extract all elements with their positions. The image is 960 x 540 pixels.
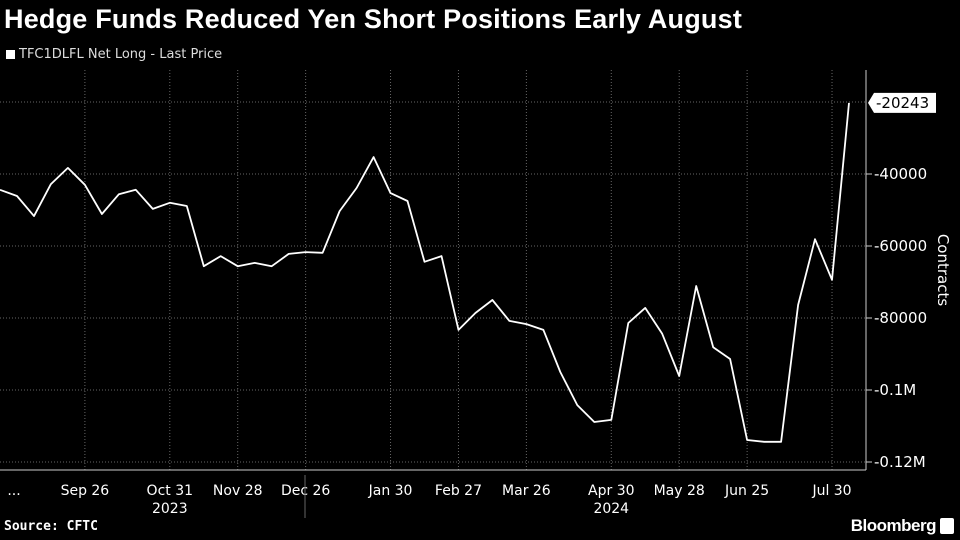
- x-tick-label: May 28: [654, 483, 705, 499]
- y-tick-label: -80000: [874, 309, 927, 327]
- x-tick-label: Feb 27: [435, 483, 482, 499]
- x-tick-label: ...: [7, 483, 20, 499]
- legend: TFC1DLFL Net Long - Last Price: [6, 47, 222, 62]
- x-tick-label: Nov 28: [213, 483, 263, 499]
- y-tick-label: -0.12M: [874, 453, 926, 471]
- x-tick-label: Apr 30: [588, 483, 634, 499]
- y-tick-label: -60000: [874, 237, 927, 255]
- x-tick-label: Oct 31: [147, 483, 193, 499]
- legend-label: TFC1DLFL Net Long - Last Price: [19, 47, 223, 62]
- y-tick-label: -40000: [874, 165, 927, 183]
- last-value-badge: [868, 92, 936, 113]
- y-tick-label: -0.1M: [874, 381, 916, 399]
- x-tick-label: Mar 26: [502, 483, 551, 499]
- bloomberg-logo: Bloomberg: [850, 516, 937, 535]
- x-tick-label: Jun 25: [724, 483, 769, 499]
- y-axis-title: Contracts: [934, 234, 952, 307]
- year-label: 2023: [152, 501, 188, 517]
- series-line: [0, 102, 850, 443]
- last-value-label: -20243: [876, 94, 929, 112]
- chart-title: Hedge Funds Reduced Yen Short Positions …: [4, 4, 743, 34]
- source-note: Source: CFTC: [4, 519, 98, 534]
- x-tick-label: Jan 30: [368, 483, 413, 499]
- legend-swatch: [6, 50, 15, 59]
- x-tick-label: Jul 30: [811, 483, 851, 499]
- year-label: 2024: [593, 501, 629, 517]
- x-tick-label: Sep 26: [61, 483, 110, 499]
- x-tick-label: Dec 26: [281, 483, 330, 499]
- bloomberg-chart-icon: [940, 518, 954, 534]
